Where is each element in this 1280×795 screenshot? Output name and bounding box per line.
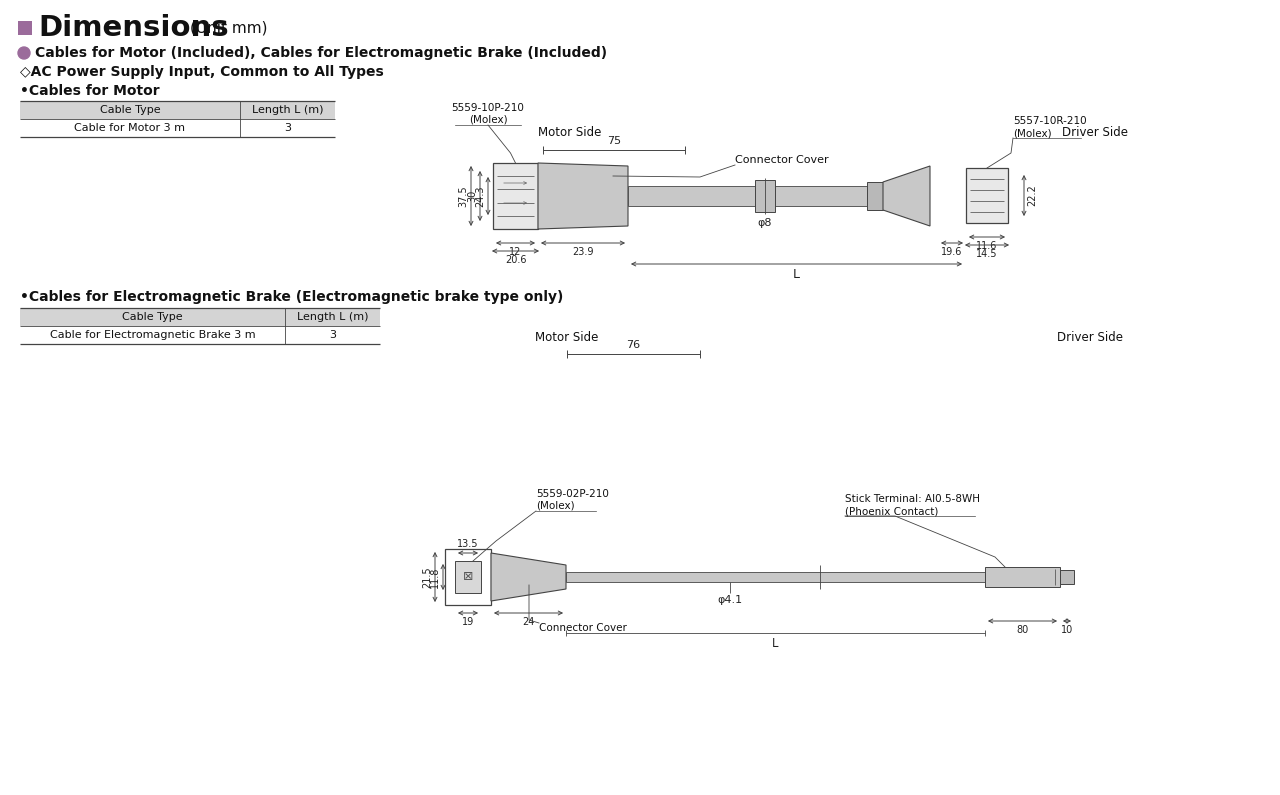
Bar (867, 182, 883, 210)
Text: 30: 30 (467, 190, 477, 202)
Text: Cables for Motor (Included), Cables for Electromagnetic Brake (Included): Cables for Motor (Included), Cables for … (35, 46, 607, 60)
Text: Cable Type: Cable Type (100, 105, 160, 115)
Text: 75: 75 (607, 136, 621, 146)
Bar (445, 549, 492, 605)
Text: 24.3: 24.3 (475, 185, 485, 207)
Text: •Cables for Electromagnetic Brake (Electromagnetic brake type only): •Cables for Electromagnetic Brake (Elect… (20, 290, 563, 304)
Bar (20, 101, 335, 119)
Text: Cable for Motor 3 m: Cable for Motor 3 m (74, 123, 186, 133)
Text: 37.5: 37.5 (458, 185, 468, 207)
Text: 5559-10P-210
(Molex): 5559-10P-210 (Molex) (452, 103, 525, 125)
Text: 3: 3 (329, 330, 335, 340)
Bar (18, 21, 32, 35)
Bar (966, 168, 1009, 223)
Text: 24: 24 (522, 617, 535, 627)
Text: 21.5: 21.5 (422, 566, 433, 588)
Text: 11.8: 11.8 (430, 566, 440, 588)
Bar (986, 567, 1060, 587)
Text: Connector Cover: Connector Cover (735, 155, 828, 165)
Text: Cable for Electromagnetic Brake 3 m: Cable for Electromagnetic Brake 3 m (50, 330, 255, 340)
Text: 13.5: 13.5 (457, 539, 479, 549)
Bar (493, 163, 538, 229)
Text: •Cables for Motor: •Cables for Motor (20, 84, 160, 98)
Text: 5557-10R-210
(Molex): 5557-10R-210 (Molex) (1012, 116, 1087, 138)
Text: Motor Side: Motor Side (535, 331, 599, 344)
Bar (566, 572, 986, 582)
Text: L: L (794, 268, 800, 281)
Text: 23.9: 23.9 (572, 247, 594, 257)
Text: 12: 12 (509, 247, 522, 257)
Text: Dimensions: Dimensions (38, 14, 229, 42)
Text: Connector Cover: Connector Cover (539, 623, 627, 633)
Text: Driver Side: Driver Side (1057, 331, 1123, 344)
Text: L: L (772, 637, 778, 650)
Bar (628, 186, 870, 206)
Bar (1060, 570, 1074, 584)
Text: Length L (m): Length L (m) (252, 105, 324, 115)
Text: Length L (m): Length L (m) (297, 312, 369, 322)
Text: 3: 3 (284, 123, 291, 133)
Bar (454, 561, 481, 593)
Text: 19: 19 (462, 617, 474, 627)
Text: 22.2: 22.2 (1027, 184, 1037, 207)
Bar (755, 180, 774, 212)
Text: ◇AC Power Supply Input, Common to All Types: ◇AC Power Supply Input, Common to All Ty… (20, 65, 384, 79)
Text: φ8: φ8 (758, 218, 772, 228)
Polygon shape (883, 166, 931, 226)
Text: 80: 80 (1016, 625, 1029, 635)
Text: 11.6: 11.6 (977, 241, 997, 251)
Circle shape (18, 47, 29, 59)
Text: 14.5: 14.5 (977, 249, 997, 259)
Text: 5559-02P-210
(Molex): 5559-02P-210 (Molex) (536, 490, 609, 511)
Bar (20, 308, 380, 326)
Polygon shape (492, 553, 566, 601)
Text: Cable Type: Cable Type (122, 312, 183, 322)
Text: φ4.1: φ4.1 (717, 595, 742, 605)
Text: 10: 10 (1061, 625, 1073, 635)
Text: 76: 76 (626, 340, 640, 350)
Text: ⊠: ⊠ (463, 571, 474, 584)
Polygon shape (538, 163, 628, 229)
Text: Driver Side: Driver Side (1062, 126, 1128, 139)
Text: 19.6: 19.6 (941, 247, 963, 257)
Text: Motor Side: Motor Side (539, 126, 602, 139)
Text: Stick Terminal: AI0.5-8WH
(Phoenix Contact): Stick Terminal: AI0.5-8WH (Phoenix Conta… (845, 494, 980, 516)
Text: 20.6: 20.6 (504, 255, 526, 265)
Text: (Unit mm): (Unit mm) (189, 21, 268, 36)
